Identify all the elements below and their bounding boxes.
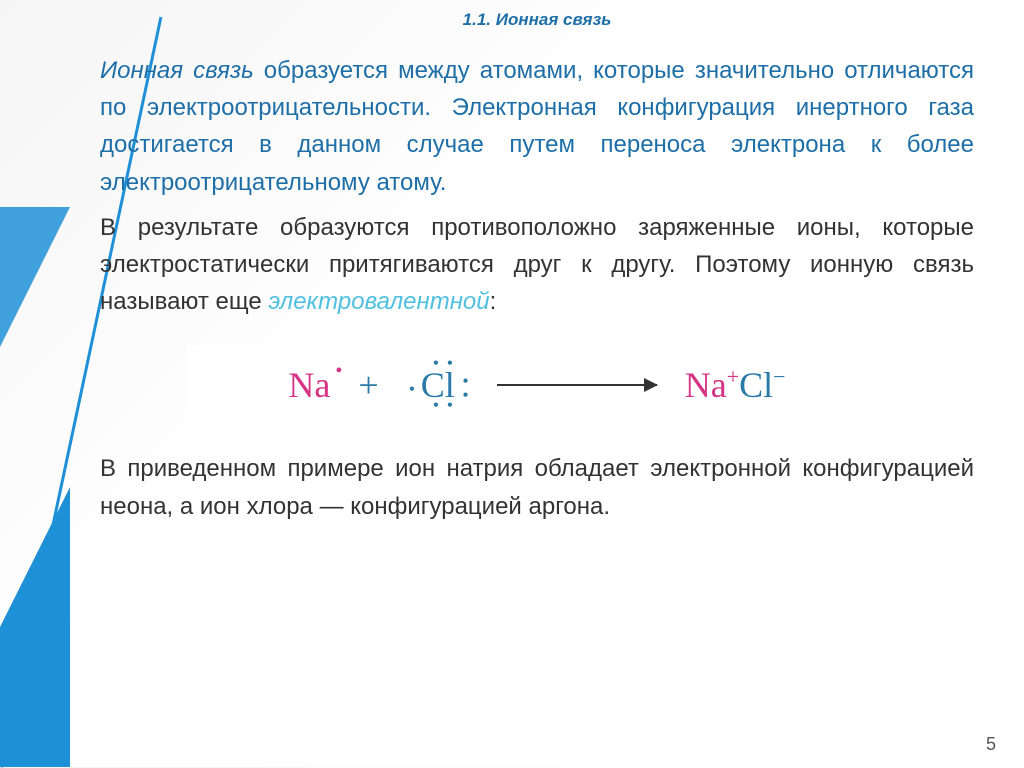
para2-a: В результате образуются противоположно з… [100, 214, 974, 315]
reaction-diagram: Na + • • • • • • • Cl Na+Cl− [187, 346, 887, 424]
cl-atom: • • • • • • • Cl [407, 364, 469, 406]
electron-dot: • [447, 396, 453, 414]
cl-charge: − [773, 364, 785, 389]
na-ion: Na [685, 365, 727, 405]
reaction-arrow [497, 384, 657, 386]
section-title: 1.1. Ионная связь [100, 10, 974, 30]
paragraph-1: Ионная связь образуется между атомами, к… [100, 52, 974, 201]
electron-dot: • [447, 354, 453, 372]
paragraph-2: В результате образуются противоположно з… [100, 209, 974, 321]
plus-sign: + [358, 364, 378, 406]
electron-dot: • [409, 380, 415, 398]
electrovalent-term: электровалентной [268, 288, 489, 315]
electron-dot: • [433, 354, 439, 372]
na-atom: Na [288, 364, 330, 406]
slide-content: 1.1. Ионная связь Ионная связь образуетс… [100, 10, 974, 747]
para2-b: : [490, 288, 497, 315]
electron-dot: • [433, 396, 439, 414]
na-charge: + [727, 364, 739, 389]
page-number: 5 [986, 734, 996, 755]
cl-ion: Cl [739, 365, 773, 405]
paragraph-3: В приведенном примере ион натрия обладае… [100, 450, 974, 524]
accent-triangle [0, 487, 70, 767]
lead-term: Ионная связь [100, 57, 254, 84]
electron-dot: • [462, 386, 468, 404]
nacl-product: Na+Cl− [685, 364, 786, 406]
